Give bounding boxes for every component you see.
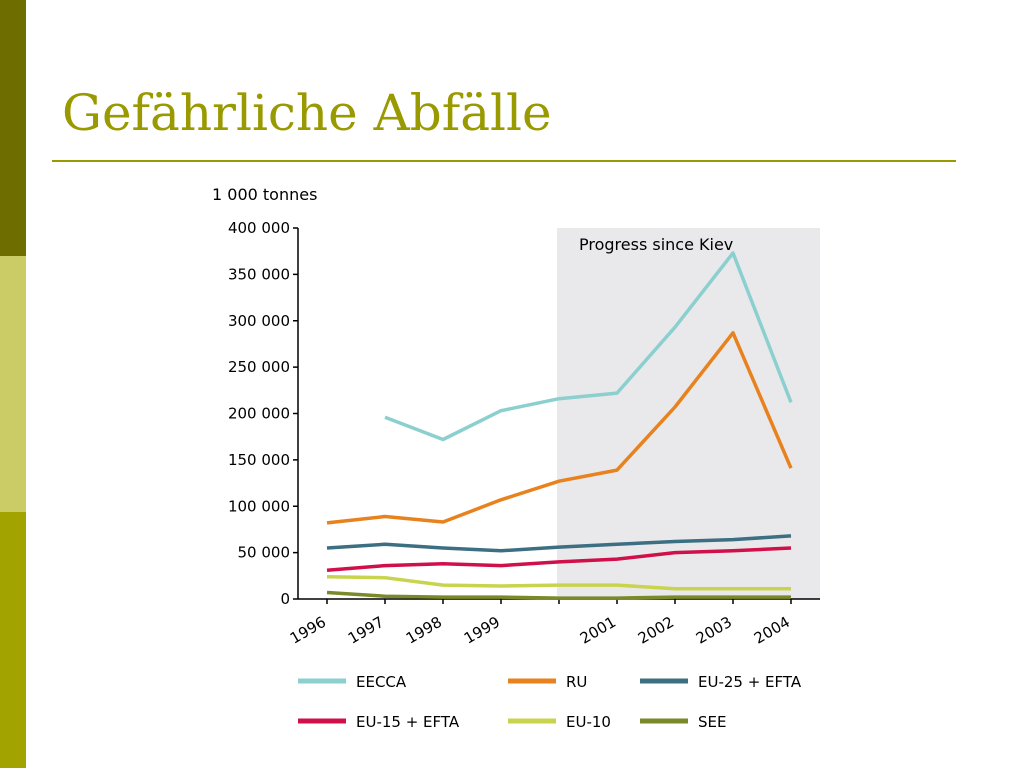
series-line-eecca <box>384 251 793 442</box>
legend: EECCA RU EU-25 + EFTA EU-15 + EFTA EU-10 SEE <box>298 673 802 731</box>
series-line-eu-25-efta <box>326 534 792 553</box>
legend-label: SEE <box>698 713 726 731</box>
legend-label: EU-10 <box>566 713 611 731</box>
x-ticks: 1996 1997 1998 1999 2001 2002 2003 2004 <box>287 599 793 648</box>
side-bar-middle <box>0 256 26 512</box>
x-tick-label: 1997 <box>345 613 387 648</box>
legend-label: EU-15 + EFTA <box>356 713 460 731</box>
x-tick-label: 2002 <box>635 613 677 648</box>
x-tick-label: 2003 <box>693 613 735 648</box>
x-tick-label: 1996 <box>287 613 329 648</box>
slide-title: Gefährliche Abfälle <box>62 84 552 142</box>
y-tick-label: 250 000 <box>228 358 290 376</box>
title-rule <box>52 160 956 162</box>
series-lines <box>326 251 793 600</box>
legend-label: EECCA <box>356 673 407 691</box>
series-line-ru <box>326 331 793 525</box>
y-tick-label: 400 000 <box>228 219 290 237</box>
y-ticks: 0 50 000 100 000 150 000 200 000 250 000 300 0… <box>228 219 298 608</box>
series-line-see <box>326 590 791 600</box>
x-tick-label: 1998 <box>403 613 445 648</box>
y-tick-label: 150 000 <box>228 451 290 469</box>
x-tick-label: 2004 <box>751 613 793 648</box>
y-tick-label: 50 000 <box>238 544 291 562</box>
highlight-region <box>557 228 820 599</box>
chart-annotation: Progress since Kiev <box>579 235 733 254</box>
y-tick-label: 350 000 <box>228 265 290 283</box>
x-tick-label: 2001 <box>577 613 619 648</box>
side-bar-top <box>0 0 26 256</box>
side-bar-bottom <box>0 512 26 768</box>
y-tick-label: 200 000 <box>228 405 290 423</box>
y-tick-label: 0 <box>280 590 290 608</box>
x-tick-label: 1999 <box>461 613 503 648</box>
legend-label: RU <box>566 673 587 691</box>
series-line-eu-10 <box>326 574 791 591</box>
y-axis-label: 1 000 tonnes <box>212 185 317 204</box>
y-tick-label: 300 000 <box>228 312 290 330</box>
y-tick-label: 100 000 <box>228 497 290 515</box>
legend-label: EU-25 + EFTA <box>698 673 802 691</box>
series-line-eu-15-efta <box>326 546 792 572</box>
